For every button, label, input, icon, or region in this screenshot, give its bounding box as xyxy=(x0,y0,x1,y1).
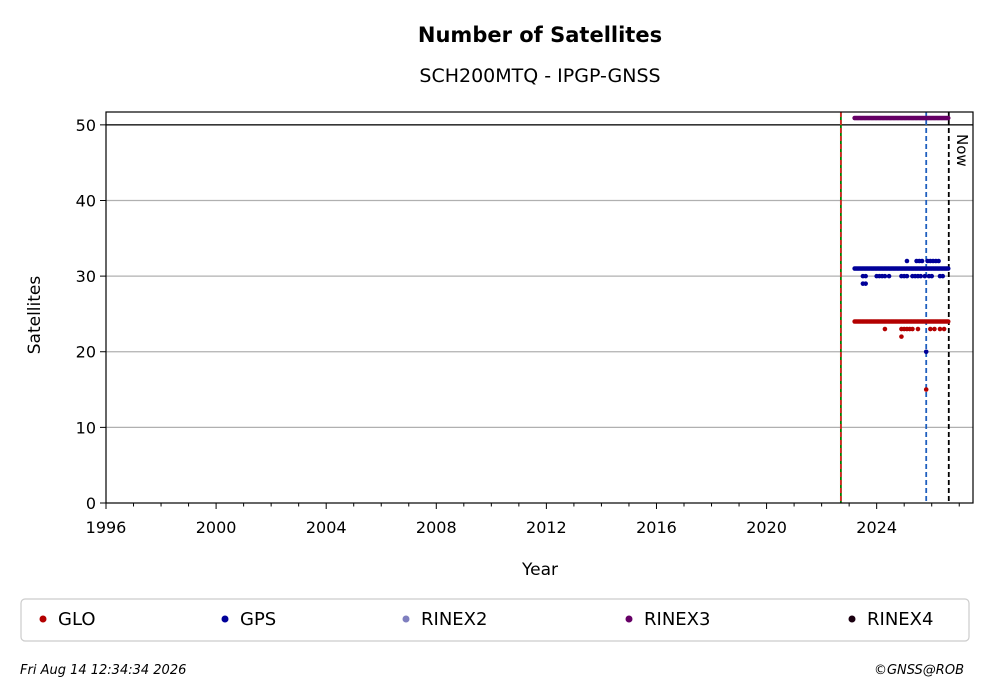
data-point xyxy=(910,326,915,332)
footer-copyright: ©GNSS@ROB xyxy=(874,663,964,678)
data-point xyxy=(940,273,946,279)
data-point xyxy=(919,258,925,264)
x-tick-label: 2024 xyxy=(856,518,897,537)
y-axis-ticks: 0 10 20 30 40 50 xyxy=(76,116,106,513)
data-point xyxy=(886,273,892,279)
y-axis-label: Satellites xyxy=(25,276,45,355)
now-label: Now xyxy=(953,134,971,167)
data-point xyxy=(882,273,888,279)
vertical-markers xyxy=(839,112,950,503)
data-point xyxy=(945,115,951,121)
x-axis-ticks: 1996 2000 2004 2008 2012 2016 2020 2024 xyxy=(86,503,960,537)
legend-label-rinex2: RINEX2 xyxy=(421,609,487,630)
data-point xyxy=(882,326,888,332)
series-glo xyxy=(852,319,951,392)
data-point xyxy=(936,258,941,264)
y-tick-label: 50 xyxy=(76,116,96,135)
data-point xyxy=(929,273,935,279)
legend-marker-rinex3 xyxy=(625,615,633,623)
series-rinex3 xyxy=(852,115,951,121)
legend-box xyxy=(20,598,970,642)
data-point xyxy=(928,326,933,332)
data-point xyxy=(941,326,947,332)
data-point xyxy=(945,266,951,271)
legend-marker-glo xyxy=(39,615,47,623)
data-point xyxy=(915,326,921,332)
legend-marker-gps xyxy=(221,615,229,623)
chart-subtitle: SCH200MTQ - IPGP-GNSS xyxy=(419,65,660,87)
legend-label-glo: GLO xyxy=(58,609,96,630)
x-tick-label: 2008 xyxy=(416,518,457,537)
legend-marker-rinex2 xyxy=(402,615,410,623)
legend-marker-rinex4 xyxy=(848,615,856,623)
data-point xyxy=(945,319,951,324)
footer-timestamp: Fri Aug 14 12:34:34 2026 xyxy=(20,663,186,678)
data-point xyxy=(863,273,868,279)
data-point xyxy=(923,387,929,392)
y-tick-label: 40 xyxy=(76,191,96,210)
plot-frame xyxy=(105,111,974,504)
legend-label-gps: GPS xyxy=(240,609,276,630)
data-point xyxy=(922,273,928,279)
grid-lines xyxy=(106,124,973,428)
x-axis-label: Year xyxy=(521,560,558,580)
data-point xyxy=(918,273,924,279)
y-tick-label: 0 xyxy=(86,494,96,513)
data-series xyxy=(852,115,951,392)
data-point xyxy=(923,349,929,355)
x-tick-label: 2016 xyxy=(636,518,677,537)
data-point xyxy=(863,281,868,286)
x-tick-label: 2004 xyxy=(306,518,347,537)
series-gps xyxy=(852,258,951,355)
legend: GLO GPS RINEX2 RINEX3 RINEX4 xyxy=(39,609,933,630)
x-tick-label: 1996 xyxy=(86,518,127,537)
chart-title: Number of Satellites xyxy=(418,23,662,47)
y-tick-label: 10 xyxy=(76,418,96,437)
data-point xyxy=(904,258,910,264)
data-point xyxy=(932,326,937,332)
legend-label-rinex4: RINEX4 xyxy=(867,609,933,630)
x-tick-label: 2000 xyxy=(196,518,237,537)
legend-label-rinex3: RINEX3 xyxy=(644,609,710,630)
y-tick-label: 20 xyxy=(76,343,96,362)
data-point xyxy=(937,326,943,332)
data-point xyxy=(899,334,904,339)
x-tick-label: 2012 xyxy=(526,518,567,537)
y-tick-label: 30 xyxy=(76,267,96,286)
x-tick-label: 2020 xyxy=(746,518,787,537)
data-point xyxy=(904,273,910,279)
